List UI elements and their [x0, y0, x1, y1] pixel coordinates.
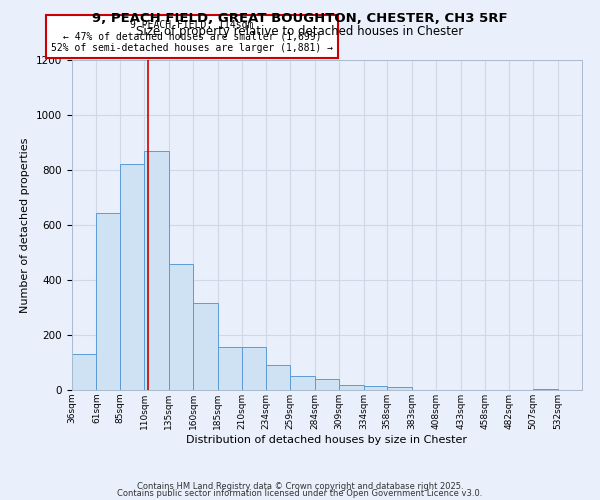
Bar	[387, 387, 412, 390]
Bar	[120, 164, 145, 390]
Text: Size of property relative to detached houses in Chester: Size of property relative to detached ho…	[136, 25, 464, 38]
Bar	[290, 376, 315, 390]
Text: Contains HM Land Registry data © Crown copyright and database right 2025.: Contains HM Land Registry data © Crown c…	[137, 482, 463, 491]
X-axis label: Distribution of detached houses by size in Chester: Distribution of detached houses by size …	[187, 434, 467, 444]
Bar	[218, 348, 242, 390]
Text: 9, PEACH FIELD, GREAT BOUGHTON, CHESTER, CH3 5RF: 9, PEACH FIELD, GREAT BOUGHTON, CHESTER,…	[92, 12, 508, 26]
Bar	[364, 386, 387, 390]
Y-axis label: Number of detached properties: Number of detached properties	[20, 138, 31, 312]
Bar	[266, 365, 290, 390]
Bar	[72, 354, 97, 390]
Bar	[169, 264, 193, 390]
Bar	[193, 304, 218, 390]
Text: Contains public sector information licensed under the Open Government Licence v3: Contains public sector information licen…	[118, 490, 482, 498]
Bar	[242, 348, 266, 390]
Bar	[145, 151, 169, 390]
Bar	[97, 212, 120, 390]
Bar	[339, 384, 364, 390]
Bar	[315, 379, 339, 390]
Bar	[533, 388, 557, 390]
Text: 9 PEACH FIELD: 114sqm
← 47% of detached houses are smaller (1,699)
52% of semi-d: 9 PEACH FIELD: 114sqm ← 47% of detached …	[51, 20, 333, 54]
